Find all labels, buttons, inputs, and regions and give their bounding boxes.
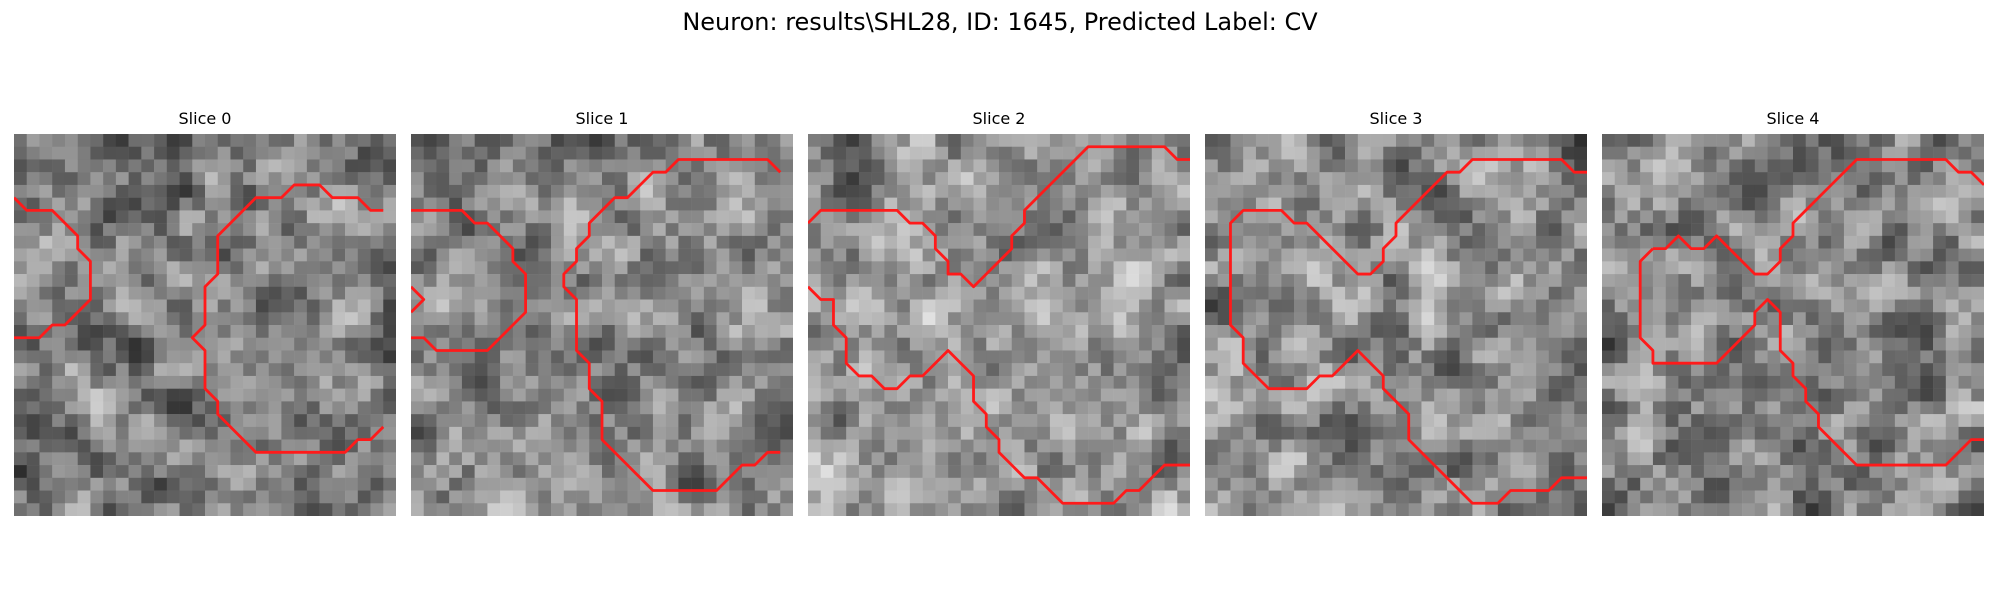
slice-title: Slice 1 [575, 109, 629, 128]
contour-line [411, 208, 528, 352]
slice-image [1205, 134, 1587, 516]
contour-line [808, 145, 1190, 289]
slice-image [808, 134, 1190, 516]
contour-line [1652, 158, 1984, 276]
contour-line [1638, 247, 1984, 467]
slice-title: Slice 3 [1369, 109, 1423, 128]
slice-panel-0: Slice 0 [14, 104, 396, 524]
slice-title: Slice 0 [178, 109, 232, 128]
slice-panel-3: Slice 3 [1205, 104, 1587, 524]
slice-image [411, 134, 793, 516]
slice-panel-4: Slice 4 [1602, 104, 1984, 524]
figure-title: Neuron: results\SHL28, ID: 1645, Predict… [682, 8, 1318, 36]
slice-panel-1: Slice 1 [411, 104, 793, 524]
slice-title: Slice 4 [1766, 109, 1820, 128]
contour-line [14, 196, 92, 340]
contour-line [190, 183, 385, 454]
slice-panel-2: Slice 2 [808, 104, 1190, 524]
contour-line [562, 158, 782, 492]
contour-line [1229, 158, 1587, 505]
slice-image [14, 134, 396, 516]
slice-title: Slice 2 [972, 109, 1026, 128]
slice-image [1602, 134, 1984, 516]
contour-line [808, 285, 1190, 505]
contour-line [411, 285, 426, 314]
